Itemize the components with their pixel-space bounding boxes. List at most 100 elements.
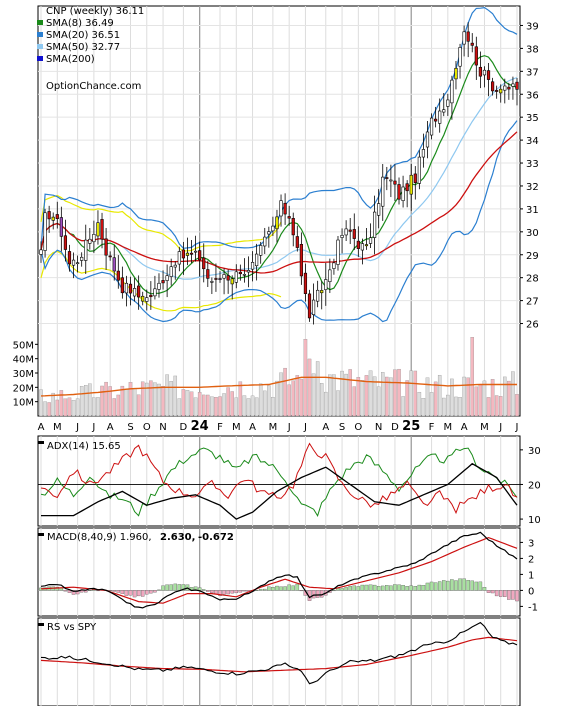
macd-tick-label: 3: [528, 538, 534, 549]
candle-body: [503, 85, 507, 91]
candle-body: [320, 290, 324, 294]
macd-signal-label: 2.630,: [160, 532, 195, 543]
candle-body: [409, 174, 413, 195]
x-tick-label: 25: [402, 419, 420, 434]
macd-histogram-bar: [263, 588, 267, 591]
volume-bar: [283, 367, 287, 417]
macd-histogram-bar: [421, 585, 426, 591]
volume-bar: [507, 380, 511, 417]
macd-histogram-bar: [234, 590, 239, 594]
x-tick-label: A: [461, 422, 468, 433]
candle-body: [173, 264, 177, 268]
macd-histogram-bar: [458, 578, 462, 591]
candle-body: [340, 234, 344, 238]
candle-body: [55, 214, 59, 219]
macd-histogram-label: -0.672: [198, 532, 234, 543]
legend-swatch: [37, 32, 43, 37]
candle-body: [352, 229, 356, 239]
macd-histogram-bar: [450, 579, 454, 591]
volume-tick-label: 40M: [13, 355, 34, 366]
candle-body: [238, 271, 242, 275]
volume-bar: [75, 398, 80, 417]
volume-bar: [59, 390, 64, 417]
macd-histogram-bar: [340, 588, 344, 591]
candle-body: [413, 173, 417, 183]
candle-body: [267, 231, 271, 235]
candle-body: [189, 252, 194, 255]
candle-body: [177, 251, 181, 265]
candle-body: [92, 233, 96, 243]
macd-histogram-bar: [136, 590, 141, 597]
macd-histogram-bar: [494, 590, 499, 597]
macd-histogram-bar: [393, 584, 397, 591]
x-tick-label: O: [143, 422, 151, 433]
candle-body: [259, 245, 263, 256]
candle-body: [112, 257, 116, 272]
volume-bar: [234, 397, 239, 417]
price-tick-label: 27: [526, 297, 539, 308]
macd-histogram-bar: [498, 590, 503, 597]
volume-axis: 10M 20M 30M 40M 50M: [13, 340, 38, 409]
macd-histogram-bar: [149, 590, 153, 594]
macd-histogram-bar: [210, 590, 214, 593]
candle-body: [263, 236, 267, 247]
volume-bar: [218, 396, 222, 417]
candle-body: [279, 200, 283, 217]
macd-histogram-bar: [515, 590, 519, 602]
candle-body: [210, 281, 214, 283]
candle-body: [490, 81, 495, 92]
x-tick-label: J: [515, 422, 519, 433]
candle-body: [515, 81, 519, 90]
volume-bar: [511, 371, 515, 417]
x-tick-label: S: [339, 422, 345, 433]
macd-histogram-bar: [153, 590, 157, 593]
x-tick-label: F: [429, 422, 435, 433]
macd-histogram-bar: [474, 581, 479, 591]
minus-di-line: [40, 442, 518, 515]
x-tick-label: M: [444, 422, 453, 433]
candle-body: [63, 235, 68, 250]
x-tick-label: O: [354, 422, 362, 433]
macd-histogram-bar: [380, 585, 385, 591]
volume-bar: [380, 372, 385, 417]
macd-tick-label: -1: [528, 602, 538, 613]
volume-bar: [397, 368, 401, 417]
candle-body: [348, 229, 352, 232]
x-tick-label: A: [249, 422, 256, 433]
macd-histogram-bar: [165, 584, 169, 591]
candle-body: [51, 216, 55, 221]
adx-tick-label: 30: [528, 446, 541, 457]
candle-body: [368, 237, 373, 244]
volume-bar: [210, 396, 214, 417]
macd-histogram-bar: [181, 584, 186, 591]
candle-body: [96, 222, 100, 237]
macd-histogram-bar: [88, 590, 92, 591]
candle-body: [364, 244, 369, 247]
candle-body: [507, 86, 511, 90]
macd-histogram-bar: [389, 585, 393, 591]
macd-histogram-bar: [96, 590, 100, 592]
macd-histogram-bar: [242, 590, 247, 592]
candle-body: [405, 183, 409, 192]
macd-histogram-bar: [226, 590, 230, 595]
volume-bar: [136, 394, 141, 417]
macd-histogram-bar: [348, 586, 352, 591]
x-tick-label: M: [480, 422, 489, 433]
macd-histogram-bar: [55, 586, 60, 591]
macd-histogram: [39, 578, 519, 602]
volume-bar: [295, 375, 300, 417]
x-tick-label: J: [303, 422, 307, 433]
candle-body: [275, 216, 279, 230]
volume-bar: [450, 378, 454, 417]
candle-body: [425, 131, 430, 148]
candle-body: [303, 272, 308, 294]
volume-bar: [88, 383, 92, 417]
candle-body: [373, 211, 377, 238]
macd-line: [40, 531, 518, 609]
price-tick-label: 34: [526, 136, 539, 147]
price-tick-label: 36: [526, 90, 539, 101]
candle-body: [397, 184, 401, 200]
